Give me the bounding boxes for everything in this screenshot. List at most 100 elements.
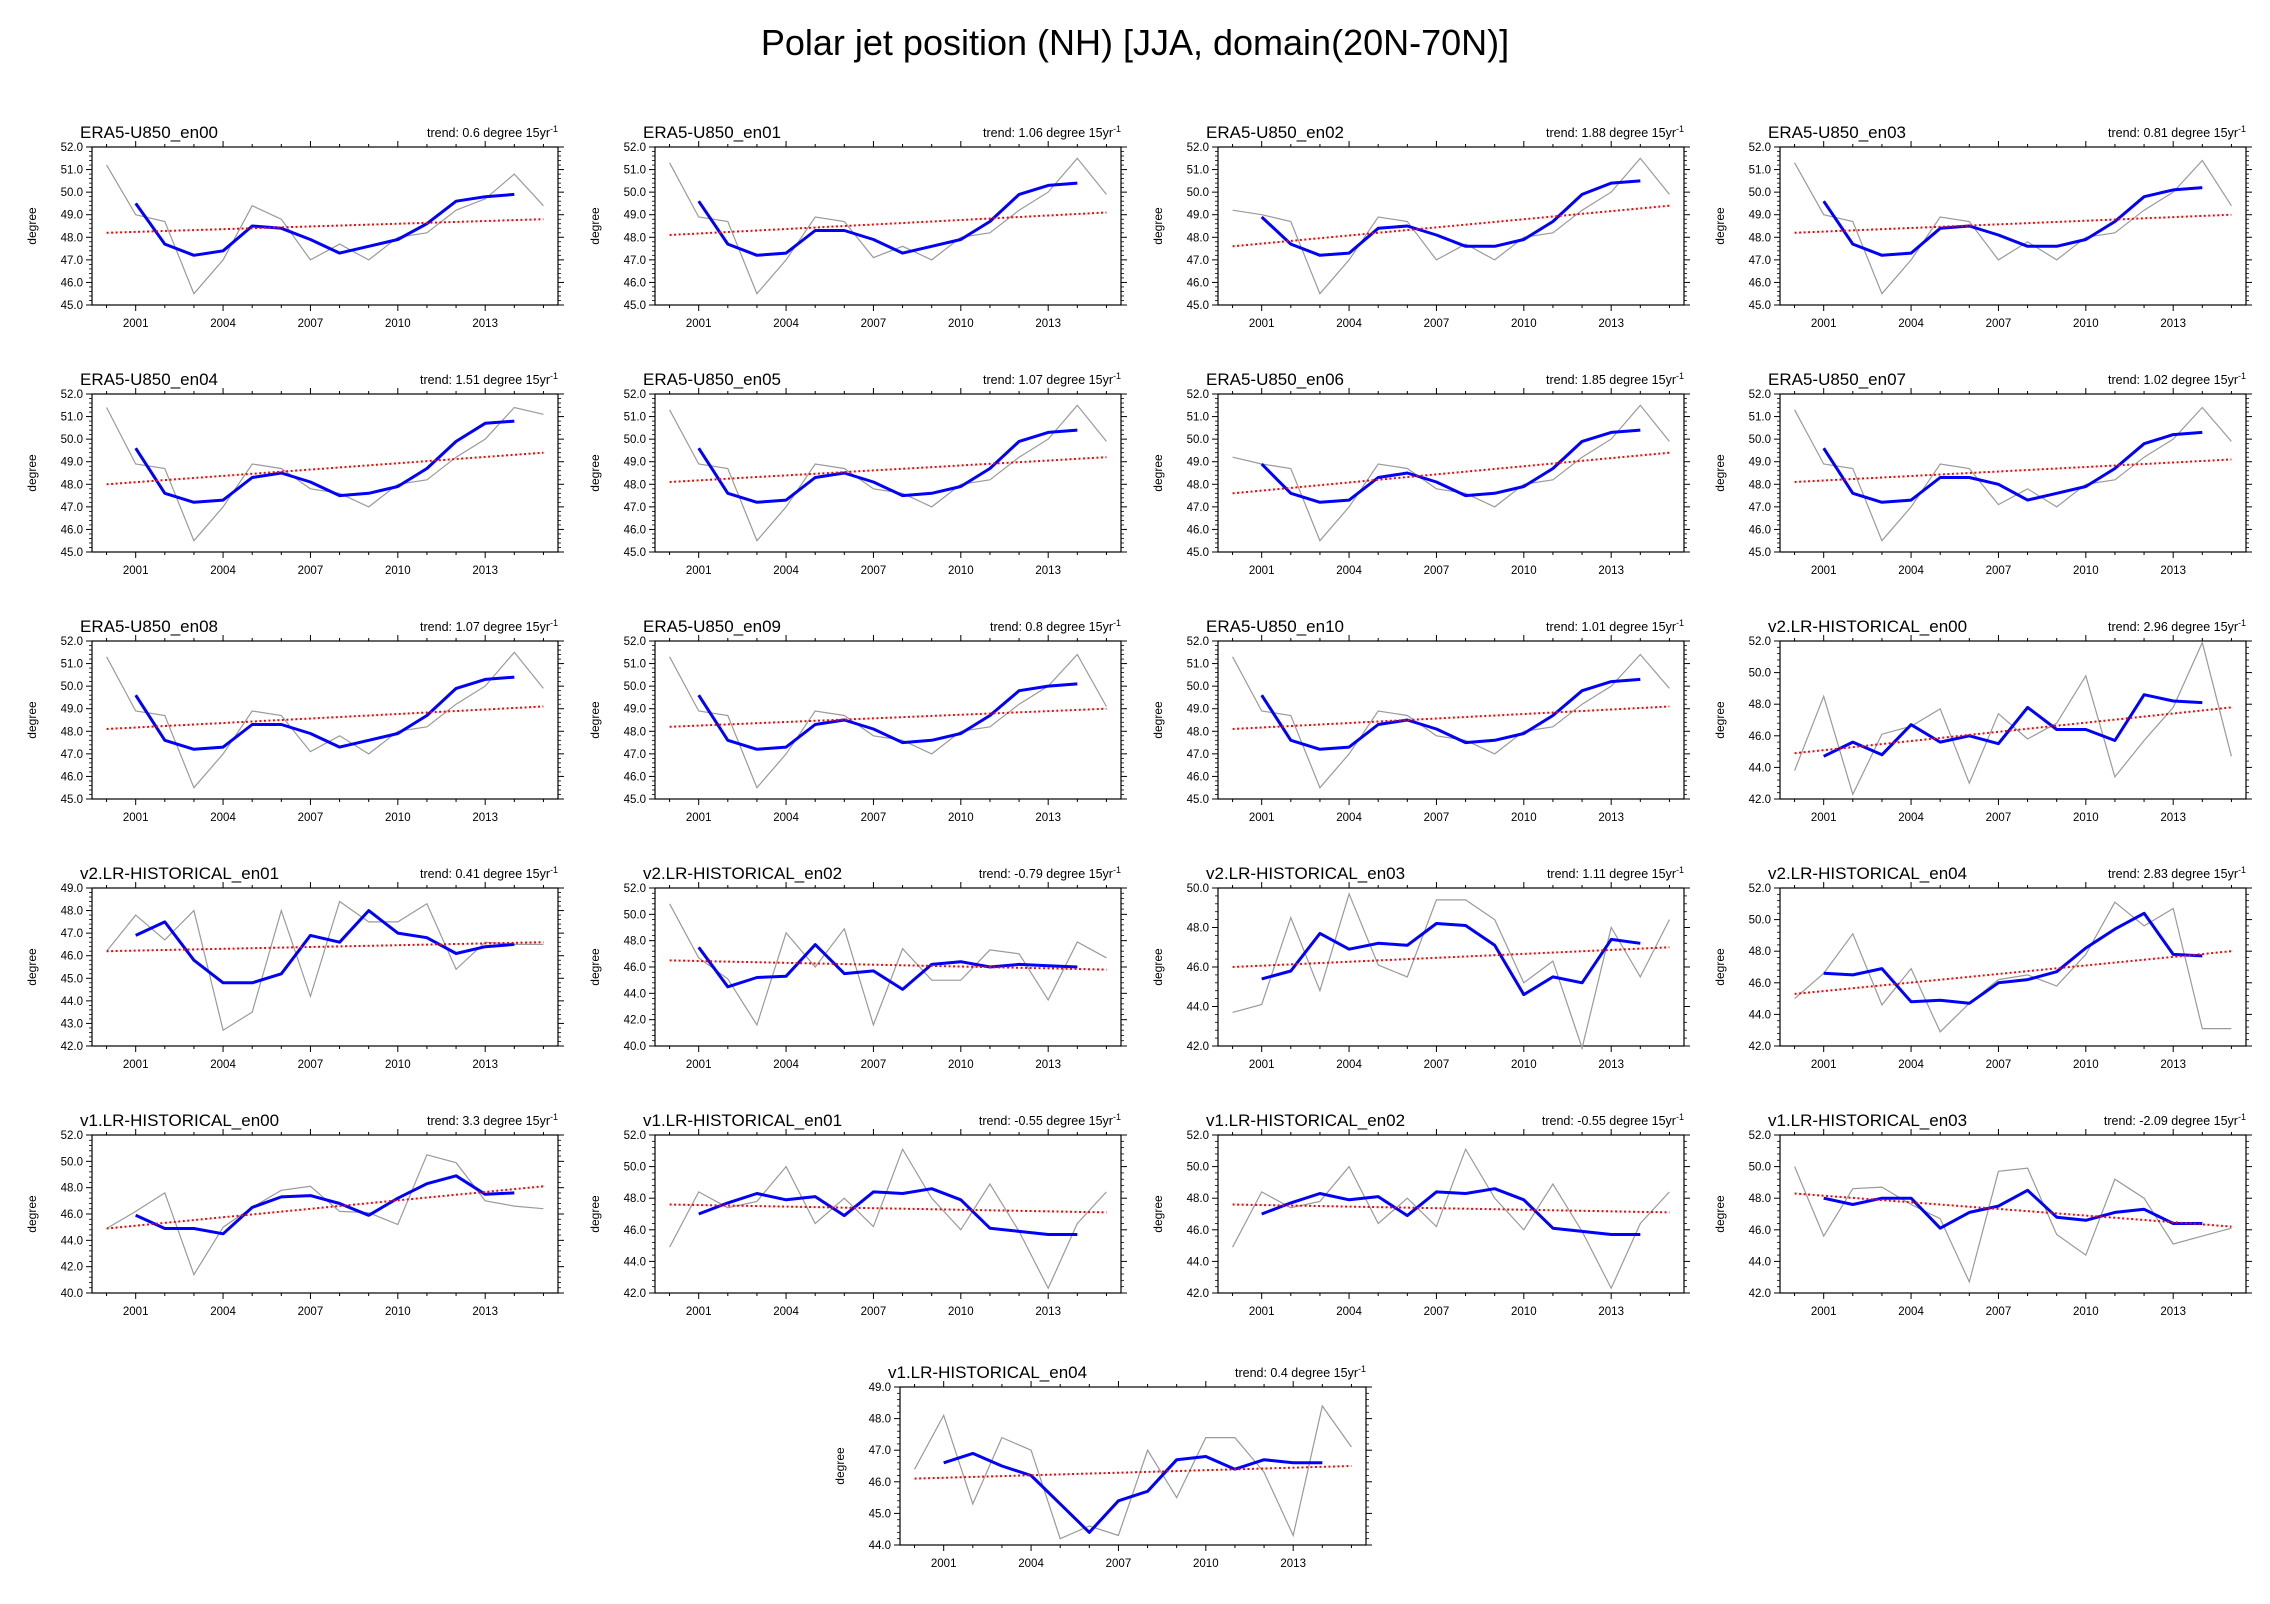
- y-tick-label: 52.0: [1749, 1130, 1771, 1142]
- x-tick-label: 2001: [1249, 1306, 1275, 1318]
- plot-frame: [91, 887, 559, 1047]
- series-trend-line: [914, 1465, 1352, 1480]
- series-trend-line: [1232, 204, 1670, 248]
- series-smoothed-line: [1823, 1188, 2203, 1230]
- y-tick-label: 47.0: [61, 928, 83, 940]
- panel-title: ERA5-U850_en07: [1768, 370, 1906, 389]
- y-tick-label: 48.0: [61, 232, 83, 244]
- y-tick-label: 46.0: [624, 1225, 646, 1237]
- trend-label-exponent: -1: [2238, 618, 2246, 628]
- y-tick-label: 50.0: [61, 434, 83, 446]
- series-trend-line: [1794, 458, 2232, 483]
- y-tick-label: 52.0: [624, 883, 646, 895]
- series-annual-line: [1794, 406, 2232, 542]
- y-tick-label: 46.0: [61, 1209, 83, 1221]
- series-smoothed-line: [1260, 428, 1641, 504]
- panel-title: v1.LR-HISTORICAL_en03: [1768, 1111, 1967, 1130]
- panel-title: ERA5-U850_en05: [643, 370, 781, 389]
- x-tick-label: 2001: [686, 1059, 712, 1071]
- panel-3: ERA5-U850_en02 trend: 1.88 degree 15yr-1 d…: [1151, 123, 1690, 330]
- y-tick-label: 44.0: [1749, 1256, 1771, 1268]
- trend-label: trend: 3.3 degree 15yr-1: [427, 1112, 558, 1128]
- trend-label-text: trend: -0.55 degree 15yr: [1542, 1114, 1676, 1128]
- x-tick-label: 2007: [1424, 565, 1450, 577]
- trend-label-text: trend: 0.81 degree 15yr: [2108, 126, 2238, 140]
- series-annual-line: [1794, 159, 2232, 295]
- x-tick-label: 2004: [1336, 565, 1362, 577]
- y-tick-label: 46.0: [1749, 731, 1771, 743]
- y-tick-label: 52.0: [624, 142, 646, 154]
- y-tick-label: 42.0: [61, 1262, 83, 1274]
- y-tick-label: 47.0: [1187, 749, 1209, 761]
- y-axis-label: degree: [588, 207, 602, 245]
- series-smoothed-line: [697, 428, 1078, 504]
- x-tick-label: 2004: [773, 1059, 799, 1071]
- y-tick-label: 49.0: [61, 457, 83, 469]
- series-smoothed-line: [1823, 693, 2203, 758]
- y-tick-label: 48.0: [61, 479, 83, 491]
- plot-frame: [91, 640, 559, 800]
- series-smoothed-line: [134, 192, 515, 257]
- series-smoothed-line: [135, 909, 515, 985]
- panel-title: ERA5-U850_en01: [643, 123, 781, 142]
- y-tick-label: 51.0: [61, 659, 83, 671]
- series-smoothed-line: [698, 1187, 1078, 1236]
- series-trend-line: [106, 1185, 544, 1230]
- y-tick-label: 50.0: [624, 434, 646, 446]
- y-tick-label: 48.0: [624, 479, 646, 491]
- y-tick-label: 45.0: [61, 300, 83, 312]
- x-tick-label: 2007: [298, 1059, 324, 1071]
- y-axis-label: degree: [1151, 454, 1165, 492]
- series-annual-line: [669, 404, 1107, 542]
- x-tick-label: 2004: [773, 1306, 799, 1318]
- x-tick-label: 2010: [948, 1306, 974, 1318]
- panel-4: ERA5-U850_en03 trend: 0.81 degree 15yr-1 d…: [1713, 123, 2252, 330]
- x-tick-label: 2013: [2160, 565, 2186, 577]
- series-annual-line: [106, 164, 544, 295]
- y-axis-label: degree: [1151, 1195, 1165, 1233]
- y-tick-label: 50.0: [1187, 434, 1209, 446]
- trend-label-exponent: -1: [550, 124, 558, 134]
- x-tick-label: 2010: [385, 1306, 411, 1318]
- y-axis-label: degree: [1151, 948, 1165, 986]
- series-trend-line: [1794, 1192, 2232, 1228]
- trend-label-text: trend: 1.07 degree 15yr: [420, 620, 550, 634]
- y-tick-label: 49.0: [61, 704, 83, 716]
- y-tick-label: 51.0: [1187, 165, 1209, 177]
- series-smoothed-line: [1261, 1187, 1641, 1236]
- y-tick-label: 52.0: [1749, 389, 1771, 401]
- plot-frame: [1217, 640, 1685, 800]
- y-tick-label: 42.0: [624, 1288, 646, 1300]
- x-tick-label: 2010: [1511, 1306, 1537, 1318]
- panel-21: v1.LR-HISTORICAL_en04 trend: 0.4 degree 1…: [833, 1363, 1372, 1570]
- plot-frame: [1779, 640, 2247, 800]
- x-tick-label: 2004: [210, 565, 236, 577]
- y-tick-label: 47.0: [61, 255, 83, 267]
- series-smoothed-line: [943, 1451, 1323, 1534]
- panel-10: ERA5-U850_en09 trend: 0.8 degree 15yr-1 de…: [588, 617, 1127, 824]
- y-tick-label: 47.0: [61, 502, 83, 514]
- panel-title: v2.LR-HISTORICAL_en02: [643, 864, 842, 883]
- y-axis-label: degree: [25, 454, 39, 492]
- trend-label-text: trend: 1.07 degree 15yr: [983, 373, 1113, 387]
- y-tick-label: 45.0: [624, 794, 646, 806]
- trend-label: trend: 1.11 degree 15yr-1: [1547, 865, 1684, 881]
- x-tick-label: 2007: [1986, 1306, 2012, 1318]
- y-axis-label: degree: [833, 1447, 847, 1485]
- x-tick-label: 2007: [1106, 1558, 1132, 1570]
- y-tick-label: 46.0: [1187, 524, 1209, 536]
- y-tick-label: 46.0: [1187, 962, 1209, 974]
- y-tick-label: 45.0: [61, 973, 83, 985]
- y-tick-label: 48.0: [61, 726, 83, 738]
- series-trend-line: [1794, 706, 2232, 755]
- series-smoothed-line: [1822, 186, 2203, 257]
- panel-title: ERA5-U850_en00: [80, 123, 218, 142]
- panel-5: ERA5-U850_en04 trend: 1.51 degree 15yr-1 d…: [25, 370, 564, 577]
- trend-label-text: trend: 1.51 degree 15yr: [420, 373, 550, 387]
- series-annual-line: [1232, 653, 1670, 789]
- trend-label-text: trend: 2.83 degree 15yr: [2108, 867, 2238, 881]
- x-tick-label: 2007: [298, 565, 324, 577]
- series-trend-line: [669, 707, 1107, 728]
- series-trend-line: [669, 1203, 1107, 1214]
- x-tick-label: 2001: [1811, 565, 1837, 577]
